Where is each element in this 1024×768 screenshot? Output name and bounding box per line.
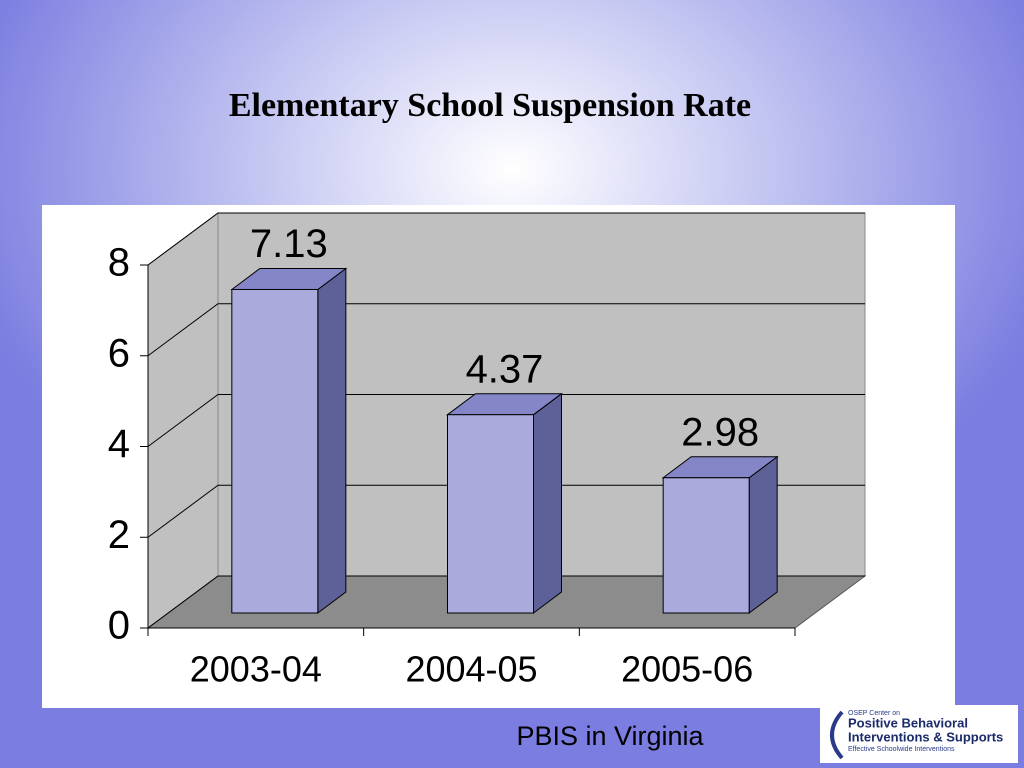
y-tick-label: 8 bbox=[108, 241, 130, 285]
y-tick-label: 0 bbox=[108, 604, 130, 648]
logo-swoosh bbox=[830, 710, 844, 760]
footer: PBIS in Virginia bbox=[516, 721, 704, 751]
logo-line: Effective Schoolwide Interventions bbox=[848, 746, 955, 753]
logo-line: Positive Behavioral bbox=[848, 715, 968, 730]
x-tick-label: 2005-06 bbox=[621, 649, 753, 690]
y-tick-label: 4 bbox=[108, 422, 130, 466]
bar bbox=[662, 477, 750, 614]
grid-line bbox=[147, 212, 865, 266]
logo-box bbox=[820, 705, 1018, 763]
value-label: 2.98 bbox=[681, 410, 759, 454]
bar-side bbox=[317, 267, 347, 614]
chart-title: Elementary School Suspension Rate bbox=[229, 87, 751, 124]
bar-side bbox=[748, 455, 778, 614]
logo-line: OSEP Center on bbox=[848, 710, 900, 717]
x-tick-label: 2004-05 bbox=[405, 649, 537, 690]
value-label: 4.37 bbox=[466, 347, 544, 391]
grid-line bbox=[147, 394, 865, 447]
logo: OSEP Center on Positive Behavioral Inter… bbox=[820, 705, 1018, 763]
x-tick-label: 2003-04 bbox=[190, 649, 322, 690]
bar bbox=[231, 288, 319, 614]
bar-side bbox=[533, 392, 562, 614]
bar bbox=[447, 414, 534, 614]
logo-line: Interventions & Supports bbox=[848, 729, 1003, 744]
y-tick-label: 2 bbox=[108, 513, 130, 557]
plot: 0 2 4 6 8 2003-04 7.13 2004-05 4.37 2005-06 2.98 bbox=[108, 212, 867, 690]
grid-line bbox=[147, 303, 865, 357]
value-label: 7.13 bbox=[250, 222, 328, 266]
grid-line bbox=[147, 575, 865, 629]
grid-line bbox=[147, 484, 865, 538]
y-tick-label: 6 bbox=[108, 331, 130, 375]
